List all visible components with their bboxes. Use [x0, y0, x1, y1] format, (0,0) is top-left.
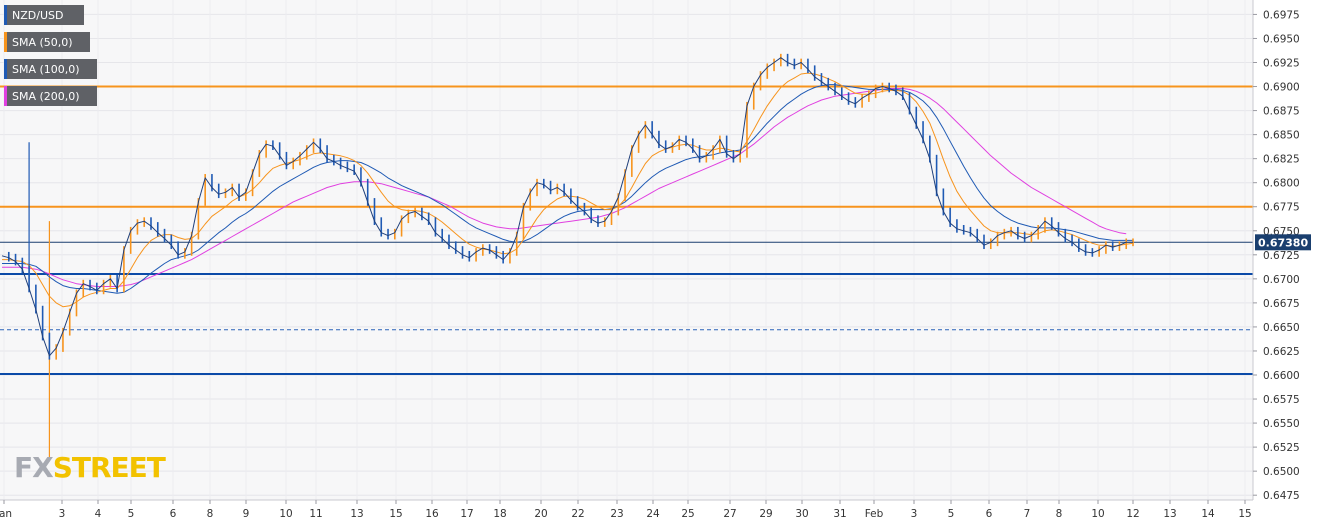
legend: NZD/USD SMA (50,0) SMA (100,0) SMA (200,0): [4, 5, 97, 106]
legend-box: [4, 59, 97, 79]
x-tick-label: 14: [1201, 508, 1215, 520]
x-tick-label: 10: [1091, 508, 1104, 520]
legend-item: SMA (50,0): [4, 32, 90, 52]
y-tick-label: 0.6625: [1263, 346, 1300, 358]
y-tick-label: 0.6900: [1263, 82, 1300, 94]
x-tick-label: 22: [571, 508, 584, 520]
legend-label: SMA (100,0): [12, 63, 80, 76]
legend-swatch: [4, 5, 7, 25]
y-tick-label: 0.6975: [1263, 9, 1300, 21]
x-tick-label: 5: [948, 508, 955, 520]
price-tag-value: 0.67380: [1258, 236, 1308, 249]
x-tick-label: 17: [460, 508, 473, 520]
legend-box: [4, 86, 97, 106]
x-tick-label: 5: [128, 508, 135, 520]
y-tick-label: 0.6950: [1263, 33, 1300, 45]
legend-box: [4, 5, 84, 25]
logo-street: STREET: [53, 451, 166, 484]
sma-200-line: [2, 88, 1127, 287]
x-tick-label: Jan: [0, 508, 12, 520]
x-axis-ticks: Jan 3 4 5 6 8 9 10 11 13 15 16 17 18 20 22 23 24 25 27 29 30 3…: [0, 500, 1252, 520]
legend-label: SMA (200,0): [12, 90, 80, 103]
y-tick-label: 0.6825: [1263, 154, 1300, 166]
y-axis-ticks: 0.6975 0.6950 0.6925 0.6900 0.6875 0.6850 0.68…: [1253, 9, 1300, 502]
logo-fx: FX: [14, 451, 54, 484]
x-tick-label: 30: [795, 508, 808, 520]
legend-swatch: [4, 59, 7, 79]
x-tick-label: 11: [309, 508, 322, 520]
y-tick-label: 0.6850: [1263, 130, 1300, 142]
x-tick-label: 15: [389, 508, 402, 520]
x-tick-label: 7: [1024, 508, 1031, 520]
legend-label: NZD/USD: [12, 9, 63, 22]
y-tick-label: 0.6500: [1263, 466, 1300, 478]
y-tick-label: 0.6925: [1263, 58, 1300, 70]
fxstreet-logo: FXSTREET: [14, 451, 167, 484]
x-tick-label: 16: [425, 508, 439, 520]
x-tick-label: 12: [1126, 508, 1139, 520]
x-tick-label: 15: [1238, 508, 1251, 520]
plot-background: [0, 0, 1253, 500]
legend-label: SMA (50,0): [12, 36, 73, 49]
y-tick-label: 0.6650: [1263, 322, 1300, 334]
y-tick-label: 0.6725: [1263, 250, 1300, 262]
legend-swatch: [4, 32, 7, 52]
y-tick-label: 0.6775: [1263, 202, 1300, 214]
legend-item: SMA (100,0): [4, 59, 97, 79]
x-tick-label: 8: [207, 508, 214, 520]
x-tick-label: 6: [986, 508, 993, 520]
current-price-tag: 0.67380: [1255, 234, 1311, 251]
legend-item: SMA (200,0): [4, 86, 97, 106]
y-tick-label: 0.6525: [1263, 442, 1300, 454]
svg-text:FXSTREET: FXSTREET: [14, 451, 166, 484]
legend-item: NZD/USD: [4, 5, 84, 25]
legend-box: [4, 32, 90, 52]
y-tick-label: 0.6700: [1263, 274, 1300, 286]
price-tag-background: [1255, 234, 1311, 251]
x-tick-label: 4: [95, 508, 102, 520]
y-tick-label: 0.6475: [1263, 490, 1300, 502]
x-tick-label: 27: [723, 508, 736, 520]
y-tick-label: 0.6600: [1263, 370, 1300, 382]
x-tick-label: 8: [1056, 508, 1063, 520]
x-tick-label: Feb: [865, 508, 884, 520]
x-tick-label: 13: [1163, 508, 1176, 520]
x-tick-label: 29: [759, 508, 772, 520]
y-tick-label: 0.6875: [1263, 106, 1300, 118]
x-tick-label: 23: [610, 508, 623, 520]
x-tick-label: 24: [646, 508, 660, 520]
y-tick-label: 0.6550: [1263, 418, 1300, 430]
x-tick-label: 25: [681, 508, 694, 520]
legend-swatch: [4, 86, 7, 106]
y-tick-label: 0.6575: [1263, 394, 1300, 406]
price-line: [1, 57, 1133, 357]
y-tick-label: 0.6800: [1263, 178, 1300, 190]
x-tick-label: 18: [493, 508, 506, 520]
sma-100-line: [2, 84, 1133, 294]
x-tick-label: 10: [279, 508, 292, 520]
grid-lines: [0, 0, 1253, 500]
x-tick-label: 31: [833, 508, 846, 520]
y-tick-label: 0.6675: [1263, 298, 1300, 310]
x-tick-label: 3: [911, 508, 918, 520]
x-tick-label: 13: [350, 508, 363, 520]
x-tick-label: 9: [243, 508, 250, 520]
series-lines: [1, 53, 1134, 360]
x-tick-label: 20: [534, 508, 547, 520]
x-tick-label: 3: [59, 508, 66, 520]
x-tick-label: 6: [170, 508, 177, 520]
